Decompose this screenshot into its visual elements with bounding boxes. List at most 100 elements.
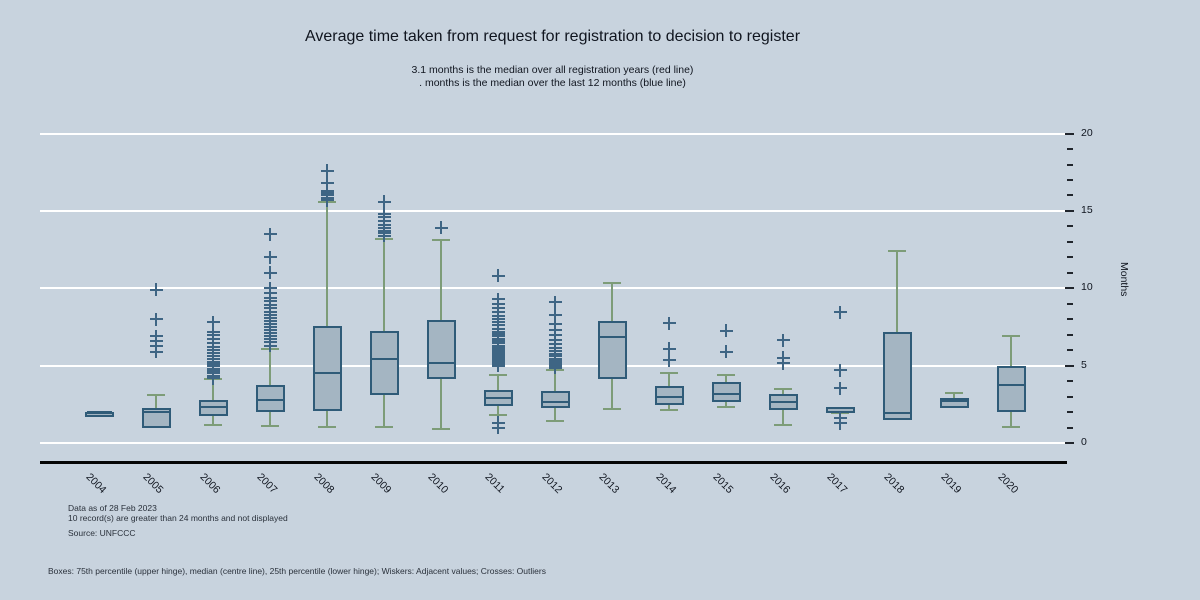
lower-whisker-2014 — [668, 400, 670, 411]
y-minor-tick — [1066, 411, 1073, 414]
gridline-15 — [40, 209, 1065, 212]
x-label-2011: 2011 — [482, 471, 507, 496]
y-minor-tick — [1066, 380, 1073, 383]
x-label-2007: 2007 — [254, 471, 280, 497]
x-label-2016: 2016 — [767, 471, 793, 497]
y-major-tick-15 — [1065, 209, 1074, 212]
box-2019 — [939, 398, 969, 409]
y-tick-label-10: 10 — [1081, 281, 1093, 294]
outlier-cross — [377, 195, 391, 209]
outlier-cross — [491, 292, 505, 306]
lower-whisker-cap-2009 — [375, 425, 393, 428]
outlier-cross — [719, 324, 733, 338]
lower-whisker-cap-2015 — [717, 406, 735, 409]
median-2013 — [599, 336, 625, 339]
y-minor-tick — [1066, 225, 1073, 228]
y-minor-tick — [1066, 271, 1073, 274]
box-2007 — [255, 384, 285, 413]
upper-whisker-cap-2011 — [489, 373, 507, 376]
x-label-2014: 2014 — [653, 471, 679, 497]
box-2013 — [597, 320, 627, 379]
y-minor-tick — [1066, 194, 1073, 197]
upper-whisker-cap-2020 — [1002, 334, 1020, 337]
box-2008 — [312, 325, 342, 411]
y-minor-tick — [1066, 395, 1073, 398]
y-minor-tick — [1066, 318, 1073, 321]
lower-whisker-2008 — [326, 406, 328, 427]
outlier-cross — [434, 221, 448, 235]
box-2009 — [369, 330, 399, 396]
lower-whisker-cap-2014 — [660, 409, 678, 412]
upper-whisker-2019 — [953, 392, 955, 399]
lower-whisker-2012 — [554, 404, 556, 421]
outlier-cross — [548, 317, 562, 331]
lower-whisker-cap-2013 — [603, 407, 621, 410]
x-label-2012: 2012 — [539, 471, 565, 497]
upper-whisker-2011 — [497, 374, 499, 390]
upper-whisker-2015 — [725, 374, 727, 382]
lower-whisker-cap-2010 — [432, 428, 450, 431]
median-2016 — [770, 400, 796, 403]
x-label-2006: 2006 — [197, 471, 223, 497]
upper-whisker-cap-2013 — [603, 282, 621, 285]
x-label-2017: 2017 — [824, 471, 850, 497]
upper-whisker-2018 — [896, 251, 898, 333]
outlier-cross — [320, 184, 334, 198]
y-minor-tick — [1066, 179, 1073, 181]
y-major-tick-20 — [1065, 132, 1074, 135]
y-tick-label-15: 15 — [1081, 203, 1093, 216]
y-minor-tick — [1066, 163, 1073, 166]
median-2010 — [428, 362, 454, 365]
chart-title: Average time taken from request for regi… — [304, 28, 801, 45]
median-2005 — [143, 411, 169, 414]
upper-whisker-2010 — [440, 240, 442, 320]
footnote-line-1: Data as of 28 Feb 2023 — [68, 503, 157, 513]
gridline-10 — [40, 287, 1065, 290]
y-minor-tick — [1066, 349, 1073, 352]
upper-whisker-2006 — [212, 379, 214, 400]
x-label-2020: 2020 — [995, 471, 1021, 497]
outlier-cross — [776, 351, 790, 365]
lower-whisker-2007 — [269, 408, 271, 426]
upper-whisker-cap-2019 — [945, 391, 963, 394]
lower-whisker-2020 — [1010, 407, 1012, 428]
box-2015 — [711, 381, 741, 403]
upper-whisker-2014 — [668, 372, 670, 387]
x-label-2008: 2008 — [311, 471, 337, 497]
outlier-cross — [263, 227, 277, 241]
median-2009 — [371, 357, 397, 360]
outlier-cross — [833, 381, 847, 395]
lower-whisker-2009 — [383, 391, 385, 427]
gridline-20 — [40, 132, 1065, 135]
box-2012 — [540, 390, 570, 408]
median-2019 — [941, 400, 967, 403]
y-tick-label-20: 20 — [1081, 126, 1093, 139]
y-major-tick-0 — [1065, 442, 1074, 444]
upper-whisker-2008 — [326, 202, 328, 326]
box-2018 — [882, 332, 912, 420]
y-tick-label-5: 5 — [1081, 358, 1087, 371]
upper-whisker-2020 — [1010, 335, 1012, 366]
outlier-cross — [149, 283, 163, 297]
lower-whisker-2011 — [497, 401, 499, 415]
outlier-cross — [206, 315, 220, 329]
x-label-2010: 2010 — [425, 471, 451, 497]
outlier-cross — [662, 353, 676, 367]
y-minor-tick — [1066, 426, 1073, 429]
upper-whisker-2012 — [554, 369, 556, 391]
outlier-cross — [776, 333, 790, 347]
box-2014 — [654, 386, 684, 405]
y-tick-label-0: 0 — [1081, 436, 1087, 448]
median-2018 — [884, 412, 910, 415]
chart-subtitle: 3.1 months is the median over all regist… — [0, 64, 1105, 90]
lower-whisker-cap-2012 — [546, 419, 564, 422]
legend-note: Boxes: 75th percentile (upper hinge), me… — [48, 566, 546, 576]
outlier-cross — [662, 342, 676, 356]
outlier-cross — [320, 176, 334, 190]
x-label-2009: 2009 — [368, 471, 394, 497]
upper-whisker-cap-2010 — [432, 239, 450, 242]
median-2008 — [314, 371, 340, 374]
median-2012 — [542, 400, 568, 403]
x-label-2018: 2018 — [881, 471, 907, 497]
